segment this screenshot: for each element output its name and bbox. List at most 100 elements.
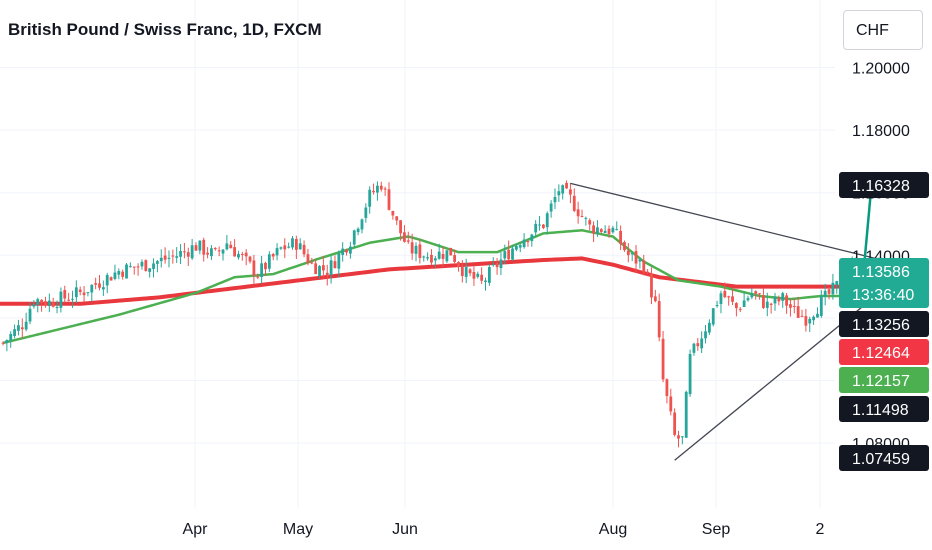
candle-body-down (418, 244, 422, 258)
candle-body-down (20, 327, 24, 330)
candle-body-up (337, 253, 341, 269)
candle-body-down (78, 289, 82, 293)
candle-body-down (321, 265, 325, 271)
candle-body-down (213, 247, 217, 250)
candle-body-down (63, 290, 67, 299)
candle-body-down (202, 239, 206, 255)
candle-body-down (800, 315, 804, 317)
candle-body-down (252, 260, 256, 276)
candle-body-down (244, 252, 248, 257)
candle-body-down (217, 250, 221, 252)
price-axis-tick-label: 1.20000 (852, 61, 910, 78)
candle-body-up (28, 308, 32, 322)
candle-body-up (47, 300, 51, 307)
candle-body-down (777, 297, 781, 302)
candle-body-down (646, 271, 650, 273)
candle-body-up (522, 239, 526, 248)
moving-averages (0, 229, 860, 345)
candle-body-up (298, 243, 302, 250)
candle-body-up (433, 258, 437, 261)
candle-body-up (74, 287, 78, 298)
candle-body-down (229, 244, 233, 249)
candle-body-up (603, 230, 607, 234)
candle-body-down (256, 276, 260, 278)
candle-body-up (368, 189, 372, 207)
candle-body-up (32, 304, 36, 307)
candle-body-up (503, 251, 507, 259)
price-tag-countdown: 13:36:40 (852, 287, 914, 304)
candle-body-down (607, 228, 611, 235)
candle-body-up (812, 316, 815, 321)
candle-body-up (484, 280, 487, 282)
candle-body-up (71, 298, 74, 300)
candle-body-up (514, 246, 518, 250)
candle-body-up (13, 329, 16, 337)
candle-body-up (584, 217, 588, 219)
candle-body-down (661, 338, 665, 380)
candle-body-up (101, 287, 105, 290)
price-tag-green (839, 367, 929, 393)
candle-body-down (727, 296, 731, 298)
candle-body-down (98, 283, 101, 288)
candle-body-up (105, 275, 109, 286)
candle-body-down (460, 266, 464, 276)
price-tag-label: 1.11498 (852, 402, 909, 419)
candle-body-up (279, 247, 283, 249)
candle-body-down (183, 251, 186, 253)
candle-body-up (549, 203, 553, 212)
candle-body-up (156, 261, 159, 264)
time-axis-tick-label: May (283, 521, 313, 538)
candle-body-down (827, 289, 831, 294)
candle-body-up (611, 227, 615, 233)
candle-body-up (341, 248, 345, 255)
candle-body-up (750, 293, 754, 298)
candle-body-up (445, 250, 449, 262)
candle-body-down (171, 255, 175, 257)
candle-body-up (530, 234, 534, 242)
candle-body-down (144, 260, 148, 271)
candle-body-down (136, 266, 140, 268)
candle-body-up (638, 259, 642, 262)
candle-body-down (186, 252, 190, 257)
chart-grid (0, 0, 835, 508)
price-tag-label: 1.12464 (852, 345, 910, 362)
candle-body-up (225, 243, 229, 250)
candle-body-up (260, 263, 264, 278)
candle-body-down (565, 182, 568, 189)
chart-title: British Pound / Swiss Franc, 1D, FXCM (8, 20, 322, 39)
price-tag-label: 1.07459 (852, 451, 910, 468)
candle-body-up (152, 263, 155, 269)
candle-body-up (781, 293, 785, 301)
candle-body-up (360, 219, 364, 230)
currency-selector[interactable]: CHF (843, 10, 923, 50)
candle-body-down (264, 262, 267, 270)
time-axis-tick-label: Apr (183, 521, 209, 538)
candle-body-down (785, 295, 788, 306)
candle-body-down (542, 224, 545, 228)
candle-body-down (294, 238, 298, 250)
candle-body-up (198, 240, 202, 251)
candle-body-up (90, 284, 94, 293)
candle-body-up (816, 313, 819, 318)
candle-body-down (572, 195, 576, 211)
candle-body-down (240, 253, 244, 255)
candle-body-up (518, 245, 522, 248)
candle-body-up (615, 229, 619, 231)
time-axis[interactable]: Apr May Jun Aug Sep 2 (183, 521, 825, 538)
candle-body-down (194, 245, 198, 251)
moving-average-slow-line (0, 256, 860, 306)
candle-body-down (283, 245, 287, 250)
candle-body-up (538, 224, 541, 226)
candle-body-up (476, 273, 480, 277)
candle-body-up (318, 265, 321, 276)
candle-body-up (5, 340, 9, 344)
candle-body-down (449, 247, 453, 256)
candle-body-down (403, 232, 406, 242)
candle-body-down (132, 266, 136, 268)
price-tag-teal (839, 258, 929, 308)
candle-body-down (792, 305, 796, 307)
price-tag-dark (839, 396, 929, 422)
candle-body-down (696, 343, 700, 347)
